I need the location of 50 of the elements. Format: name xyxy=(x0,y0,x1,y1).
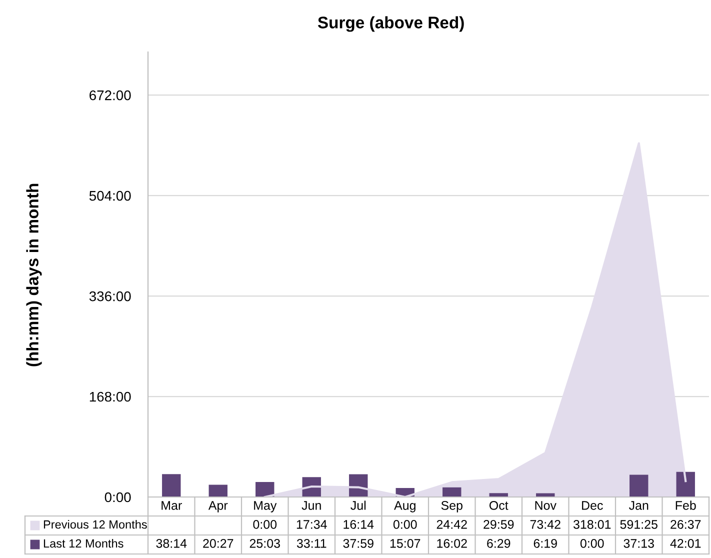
x-tick-label: Jul xyxy=(350,500,366,510)
x-tick-label: Jun xyxy=(302,501,321,510)
y-axis-title: (hh:mm) days in month xyxy=(26,184,42,366)
data-label: 15:07 xyxy=(390,539,420,548)
y-tick-label: 504:00 xyxy=(89,190,131,201)
bar xyxy=(256,482,274,497)
y-tick-label: 336:00 xyxy=(89,291,131,302)
x-tick-label: May xyxy=(254,501,277,512)
y-tick-label: 168:00 xyxy=(90,392,131,402)
data-label: 17:34 xyxy=(296,520,327,529)
data-label: 0:00 xyxy=(580,539,604,548)
x-tick-label: Aug xyxy=(394,501,416,512)
data-label: 38:14 xyxy=(156,539,187,548)
data-label: 591:25 xyxy=(620,520,658,529)
data-label: 33:11 xyxy=(296,539,326,548)
data-label: 37:59 xyxy=(343,539,374,548)
x-tick-label: Dec xyxy=(582,501,603,510)
data-label: 73:42 xyxy=(530,520,560,529)
data-label: 29:59 xyxy=(484,520,514,529)
x-tick-label: Feb xyxy=(676,500,696,510)
legend-label: Last 12 Months xyxy=(44,538,124,548)
bar xyxy=(162,474,181,497)
bar xyxy=(676,472,695,497)
x-tick-label: Apr xyxy=(208,501,228,512)
data-label: 16:14 xyxy=(344,520,374,529)
data-label: 6:29 xyxy=(487,539,510,548)
data-label: 0:00 xyxy=(253,520,277,529)
x-tick-label: Mar xyxy=(162,501,182,510)
bar xyxy=(442,487,462,497)
chart-title: Surge (above Red) xyxy=(318,16,464,32)
data-label: 42:01 xyxy=(670,539,701,548)
x-tick-label: Jan xyxy=(628,501,648,510)
data-label: 0:00 xyxy=(393,520,417,529)
data-label: 26:37 xyxy=(670,520,701,529)
data-label: 318:01 xyxy=(573,520,611,529)
data-label: 20:27 xyxy=(203,539,234,548)
data-label: 6:19 xyxy=(534,539,557,548)
bar xyxy=(208,484,228,497)
y-tick-label: 0:00 xyxy=(104,492,131,502)
data-label: 16:02 xyxy=(437,539,467,548)
data-label: 25:03 xyxy=(250,539,280,548)
data-label: 37:13 xyxy=(624,539,654,548)
y-tick-label: 672:00 xyxy=(90,90,131,100)
legend-label: Previous 12 Months xyxy=(44,520,147,529)
bar xyxy=(536,493,555,497)
bar xyxy=(630,474,648,497)
data-label: 24:42 xyxy=(436,520,467,529)
x-tick-label: Nov xyxy=(535,501,556,510)
x-tick-label: Sep xyxy=(441,501,462,512)
x-tick-label: Oct xyxy=(489,501,508,510)
